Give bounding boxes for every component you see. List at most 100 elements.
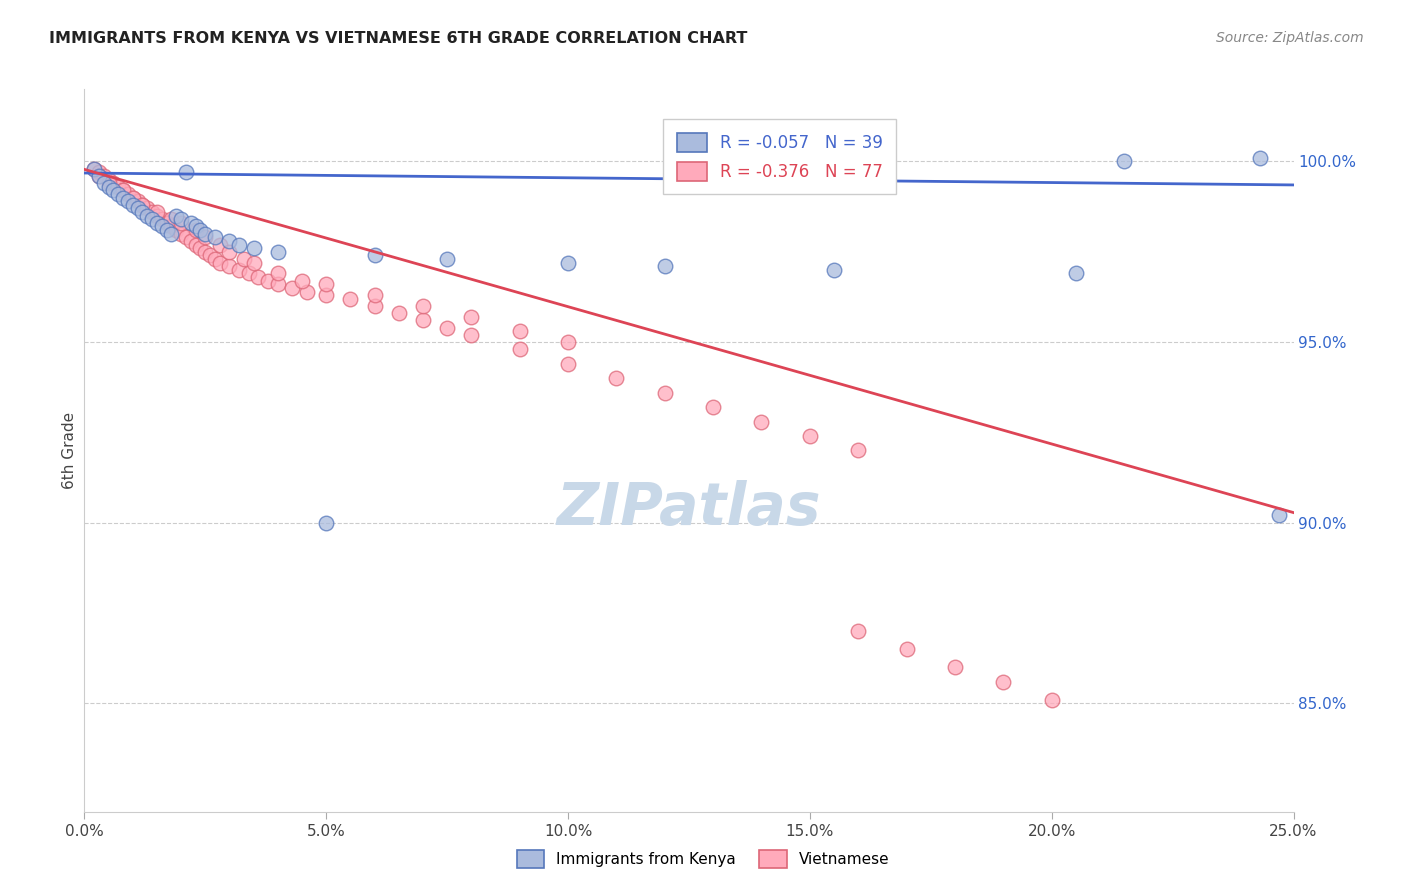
Point — [112, 191, 135, 205]
Point — [146, 216, 169, 230]
Point — [896, 642, 918, 657]
Point — [117, 186, 139, 201]
Point — [93, 176, 115, 190]
Point — [141, 212, 163, 227]
Point — [174, 165, 197, 179]
Point — [180, 234, 202, 248]
Point — [131, 205, 153, 219]
Point — [184, 219, 207, 234]
Point — [557, 255, 579, 269]
Point — [131, 198, 153, 212]
Point — [112, 183, 135, 197]
Point — [170, 227, 193, 241]
Point — [150, 212, 173, 227]
Point — [291, 274, 314, 288]
Point — [233, 252, 256, 266]
Point — [208, 255, 231, 269]
Point — [204, 252, 226, 266]
Point — [160, 227, 183, 241]
Point — [160, 212, 183, 227]
Point — [509, 343, 531, 357]
Point — [87, 165, 110, 179]
Point — [146, 205, 169, 219]
Point — [165, 223, 187, 237]
Point — [174, 230, 197, 244]
Point — [136, 209, 159, 223]
Point — [557, 357, 579, 371]
Text: ZIPatlas: ZIPatlas — [557, 480, 821, 537]
Point — [170, 216, 193, 230]
Point — [87, 169, 110, 183]
Point — [943, 660, 966, 674]
Point — [208, 237, 231, 252]
Point — [228, 237, 250, 252]
Point — [146, 209, 169, 223]
Legend: Immigrants from Kenya, Vietnamese: Immigrants from Kenya, Vietnamese — [509, 843, 897, 875]
Point — [823, 262, 845, 277]
Y-axis label: 6th Grade: 6th Grade — [62, 412, 77, 489]
Point — [993, 674, 1015, 689]
Point — [190, 241, 212, 255]
Point — [1114, 154, 1136, 169]
Text: Source: ZipAtlas.com: Source: ZipAtlas.com — [1216, 31, 1364, 45]
Point — [107, 179, 129, 194]
Point — [87, 169, 110, 183]
Point — [363, 299, 385, 313]
Point — [155, 216, 177, 230]
Point — [654, 385, 676, 400]
Point — [412, 313, 434, 327]
Point — [97, 176, 120, 190]
Point — [160, 219, 183, 234]
Point — [97, 172, 120, 186]
Point — [165, 209, 187, 223]
Point — [257, 274, 280, 288]
Point — [460, 327, 482, 342]
Point — [180, 216, 202, 230]
Point — [363, 248, 385, 262]
Point — [460, 310, 482, 324]
Point — [281, 281, 304, 295]
Point — [267, 267, 290, 281]
Point — [218, 234, 240, 248]
Point — [1268, 508, 1291, 523]
Point — [846, 443, 869, 458]
Point — [103, 183, 125, 197]
Point — [238, 267, 260, 281]
Point — [83, 161, 105, 176]
Point — [242, 241, 264, 255]
Point — [412, 299, 434, 313]
Point — [204, 230, 226, 244]
Point — [107, 186, 129, 201]
Point — [194, 244, 217, 259]
Point — [557, 334, 579, 349]
Point — [218, 244, 240, 259]
Legend: R = -0.057   N = 39, R = -0.376   N = 77: R = -0.057 N = 39, R = -0.376 N = 77 — [664, 120, 896, 194]
Point — [184, 223, 207, 237]
Point — [315, 516, 337, 530]
Point — [103, 176, 125, 190]
Point — [605, 371, 627, 385]
Point — [247, 270, 270, 285]
Text: IMMIGRANTS FROM KENYA VS VIETNAMESE 6TH GRADE CORRELATION CHART: IMMIGRANTS FROM KENYA VS VIETNAMESE 6TH … — [49, 31, 748, 46]
Point — [121, 198, 143, 212]
Point — [315, 277, 337, 292]
Point — [141, 205, 163, 219]
Point — [267, 277, 290, 292]
Point — [363, 288, 385, 302]
Point — [315, 288, 337, 302]
Point — [194, 230, 217, 244]
Point — [112, 183, 135, 197]
Point — [1040, 692, 1063, 706]
Point — [799, 429, 821, 443]
Point — [228, 262, 250, 277]
Point — [83, 161, 105, 176]
Point — [388, 306, 411, 320]
Point — [136, 202, 159, 216]
Point — [846, 624, 869, 638]
Point — [436, 320, 458, 334]
Point — [194, 227, 217, 241]
Point — [242, 255, 264, 269]
Point — [267, 244, 290, 259]
Point — [295, 285, 318, 299]
Point — [509, 324, 531, 338]
